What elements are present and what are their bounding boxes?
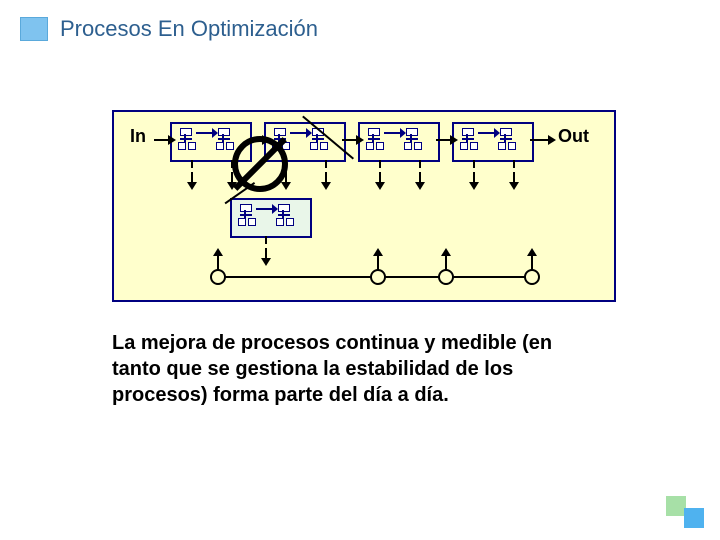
label-out: Out [558, 126, 589, 147]
sub-process-box [230, 198, 312, 238]
stamp-square-blue [684, 508, 704, 528]
bus-node-icon [524, 269, 540, 285]
process-box [452, 122, 534, 162]
bus-node-icon [370, 269, 386, 285]
prohibit-icon [232, 136, 288, 192]
slide-title: Procesos En Optimización [60, 16, 318, 42]
bus-node-icon [438, 269, 454, 285]
label-in: In [130, 126, 146, 147]
title-bullet-icon [20, 17, 48, 41]
bus-node-icon [210, 269, 226, 285]
body-text: La mejora de procesos continua y medible… [112, 330, 592, 408]
process-diagram: In Out [112, 110, 616, 302]
slide: Procesos En Optimización In Out La mejor… [0, 0, 720, 540]
stamp-square-green [666, 496, 686, 516]
title-row: Procesos En Optimización [20, 16, 318, 42]
process-box [358, 122, 440, 162]
footer-stamp-icon [660, 492, 704, 528]
